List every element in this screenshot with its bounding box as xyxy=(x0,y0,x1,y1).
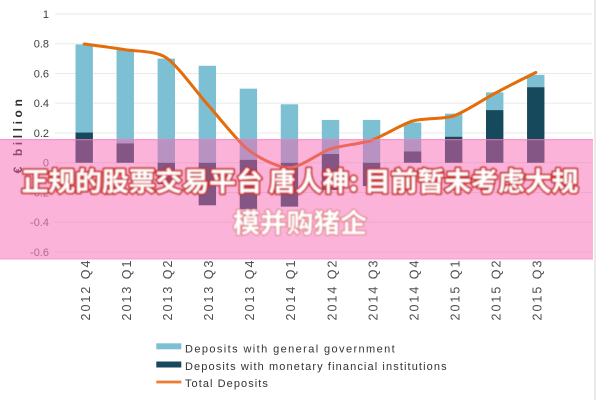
svg-text:1: 1 xyxy=(43,9,49,21)
svg-text:2013 Q1: 2013 Q1 xyxy=(120,259,134,321)
svg-text:-0.6: -0.6 xyxy=(30,247,49,259)
svg-text:2014 Q4: 2014 Q4 xyxy=(407,259,421,321)
svg-text:2013 Q3: 2013 Q3 xyxy=(202,259,216,321)
svg-text:2014 Q2: 2014 Q2 xyxy=(325,259,339,321)
svg-text:2015 Q1: 2015 Q1 xyxy=(448,259,462,321)
svg-text:2013 Q2: 2013 Q2 xyxy=(161,259,175,321)
svg-text:€ billion: € billion xyxy=(11,96,25,174)
svg-text:2015 Q3: 2015 Q3 xyxy=(531,259,545,321)
svg-text:2013 Q4: 2013 Q4 xyxy=(243,259,257,321)
svg-text:2015 Q2: 2015 Q2 xyxy=(490,259,504,321)
svg-text:2014 Q3: 2014 Q3 xyxy=(366,259,380,321)
svg-text:0.6: 0.6 xyxy=(34,68,49,80)
svg-text:2012 Q4: 2012 Q4 xyxy=(79,259,93,321)
svg-text:-0.4: -0.4 xyxy=(30,217,49,229)
svg-text:Deposits with general governme: Deposits with general government xyxy=(185,344,396,356)
svg-text:0: 0 xyxy=(43,158,49,170)
svg-text:0.8: 0.8 xyxy=(34,39,49,51)
svg-text:Deposits with monetary financi: Deposits with monetary financial institu… xyxy=(185,361,448,373)
svg-text:2014 Q1: 2014 Q1 xyxy=(284,259,298,321)
svg-text:0.4: 0.4 xyxy=(34,98,49,110)
svg-text:0.2: 0.2 xyxy=(34,128,49,140)
svg-text:Total Deposits: Total Deposits xyxy=(185,378,269,390)
